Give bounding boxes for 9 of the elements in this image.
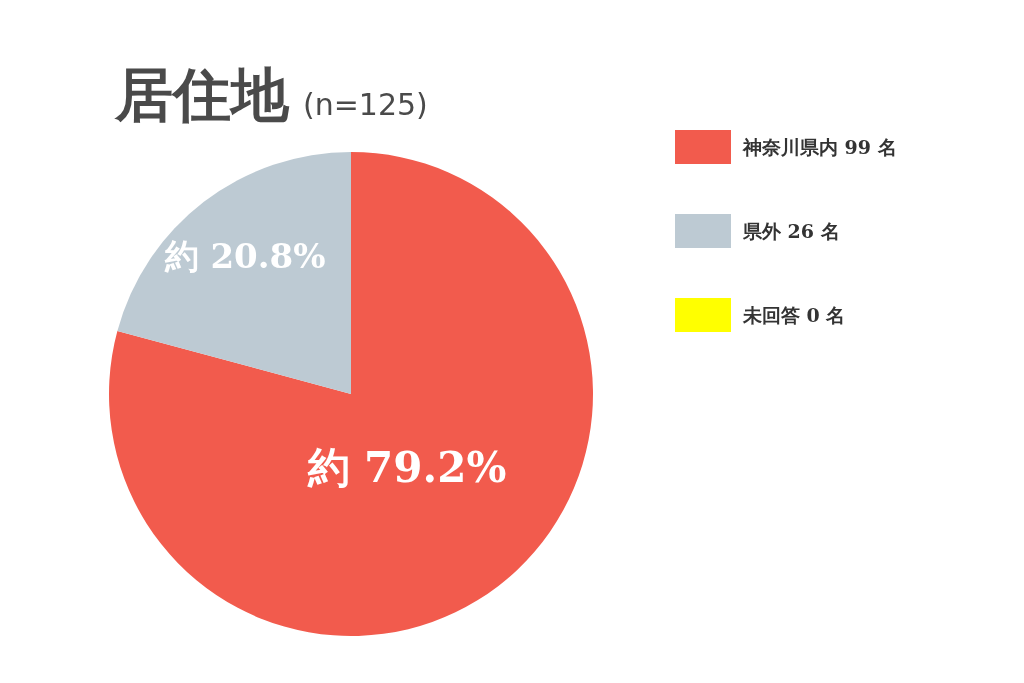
pie-slice bbox=[117, 152, 351, 394]
chart-subtitle: (n=125) bbox=[303, 87, 428, 122]
chart-title: 居住地 bbox=[115, 61, 289, 129]
legend-label: 未回答 0 名 bbox=[742, 304, 846, 326]
data-label: 約 79.2% bbox=[306, 442, 507, 492]
pie-slice bbox=[109, 152, 593, 636]
legend-label: 神奈川県内 99 名 bbox=[742, 136, 897, 158]
legend-label: 県外 26 名 bbox=[742, 220, 840, 242]
data-label: 約 20.8% bbox=[163, 235, 326, 276]
